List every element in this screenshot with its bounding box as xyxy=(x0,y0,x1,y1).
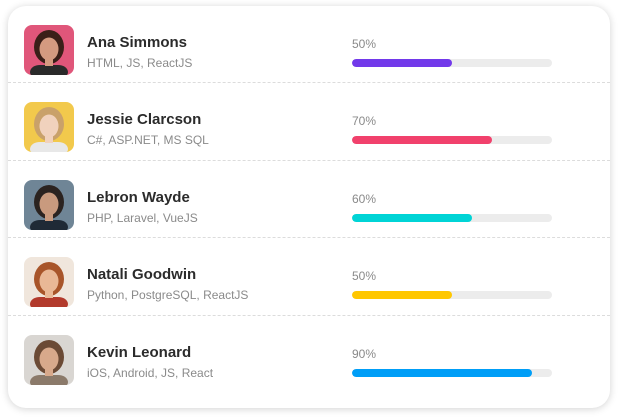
person-skills: C#, ASP.NET, MS SQL xyxy=(87,133,209,148)
team-member-row: Ana Simmons HTML, JS, ReactJS 50% xyxy=(8,6,610,84)
person-name[interactable]: Ana Simmons xyxy=(87,34,188,51)
progress-percent: 70% xyxy=(352,114,377,129)
progress-bar-fill xyxy=(352,368,532,377)
person-name[interactable]: Natali Goodwin xyxy=(87,266,197,284)
avatar[interactable] xyxy=(24,179,74,230)
avatar-image xyxy=(24,179,74,230)
avatar[interactable] xyxy=(24,334,74,385)
progress-percent: 90% xyxy=(352,346,377,361)
progress-bar xyxy=(352,136,552,145)
person-skills: PHP, Laravel, VueJS xyxy=(87,210,198,225)
team-member-row: Natali Goodwin Python, PostgreSQL, React… xyxy=(8,238,610,316)
progress-bar xyxy=(352,291,552,300)
avatar[interactable] xyxy=(24,25,74,75)
progress-percent: 50% xyxy=(352,269,377,284)
person-skills: HTML, JS, ReactJS xyxy=(87,56,193,70)
person-name[interactable]: Lebron Wayde xyxy=(87,188,190,206)
team-member-row: Jessie Clarcson C#, ASP.NET, MS SQL 70% xyxy=(8,83,610,161)
person-name[interactable]: Kevin Leonard xyxy=(87,343,192,361)
progress-bar xyxy=(352,368,552,377)
avatar-image xyxy=(24,257,74,308)
team-member-row: Lebron Wayde PHP, Laravel, VueJS 60% xyxy=(8,161,610,239)
avatar-image xyxy=(24,334,74,385)
team-progress-card: Ana Simmons HTML, JS, ReactJS 50% Jessie… xyxy=(8,6,610,408)
progress-bar xyxy=(352,213,552,222)
avatar[interactable] xyxy=(24,257,74,308)
progress-bar-fill xyxy=(352,291,452,300)
team-member-row: Kevin Leonard iOS, Android, JS, React 90… xyxy=(8,316,610,393)
progress-bar-fill xyxy=(352,59,452,67)
progress-bar-fill xyxy=(352,136,492,145)
person-skills: iOS, Android, JS, React xyxy=(87,365,214,380)
person-skills: Python, PostgreSQL, ReactJS xyxy=(87,288,249,303)
progress-bar-fill xyxy=(352,213,472,222)
progress-bar xyxy=(352,59,552,67)
avatar-image xyxy=(24,25,74,75)
avatar-image xyxy=(24,102,74,153)
avatar[interactable] xyxy=(24,102,74,153)
progress-percent: 60% xyxy=(352,191,377,206)
person-name[interactable]: Jessie Clarcson xyxy=(87,111,202,129)
progress-percent: 50% xyxy=(352,37,377,51)
